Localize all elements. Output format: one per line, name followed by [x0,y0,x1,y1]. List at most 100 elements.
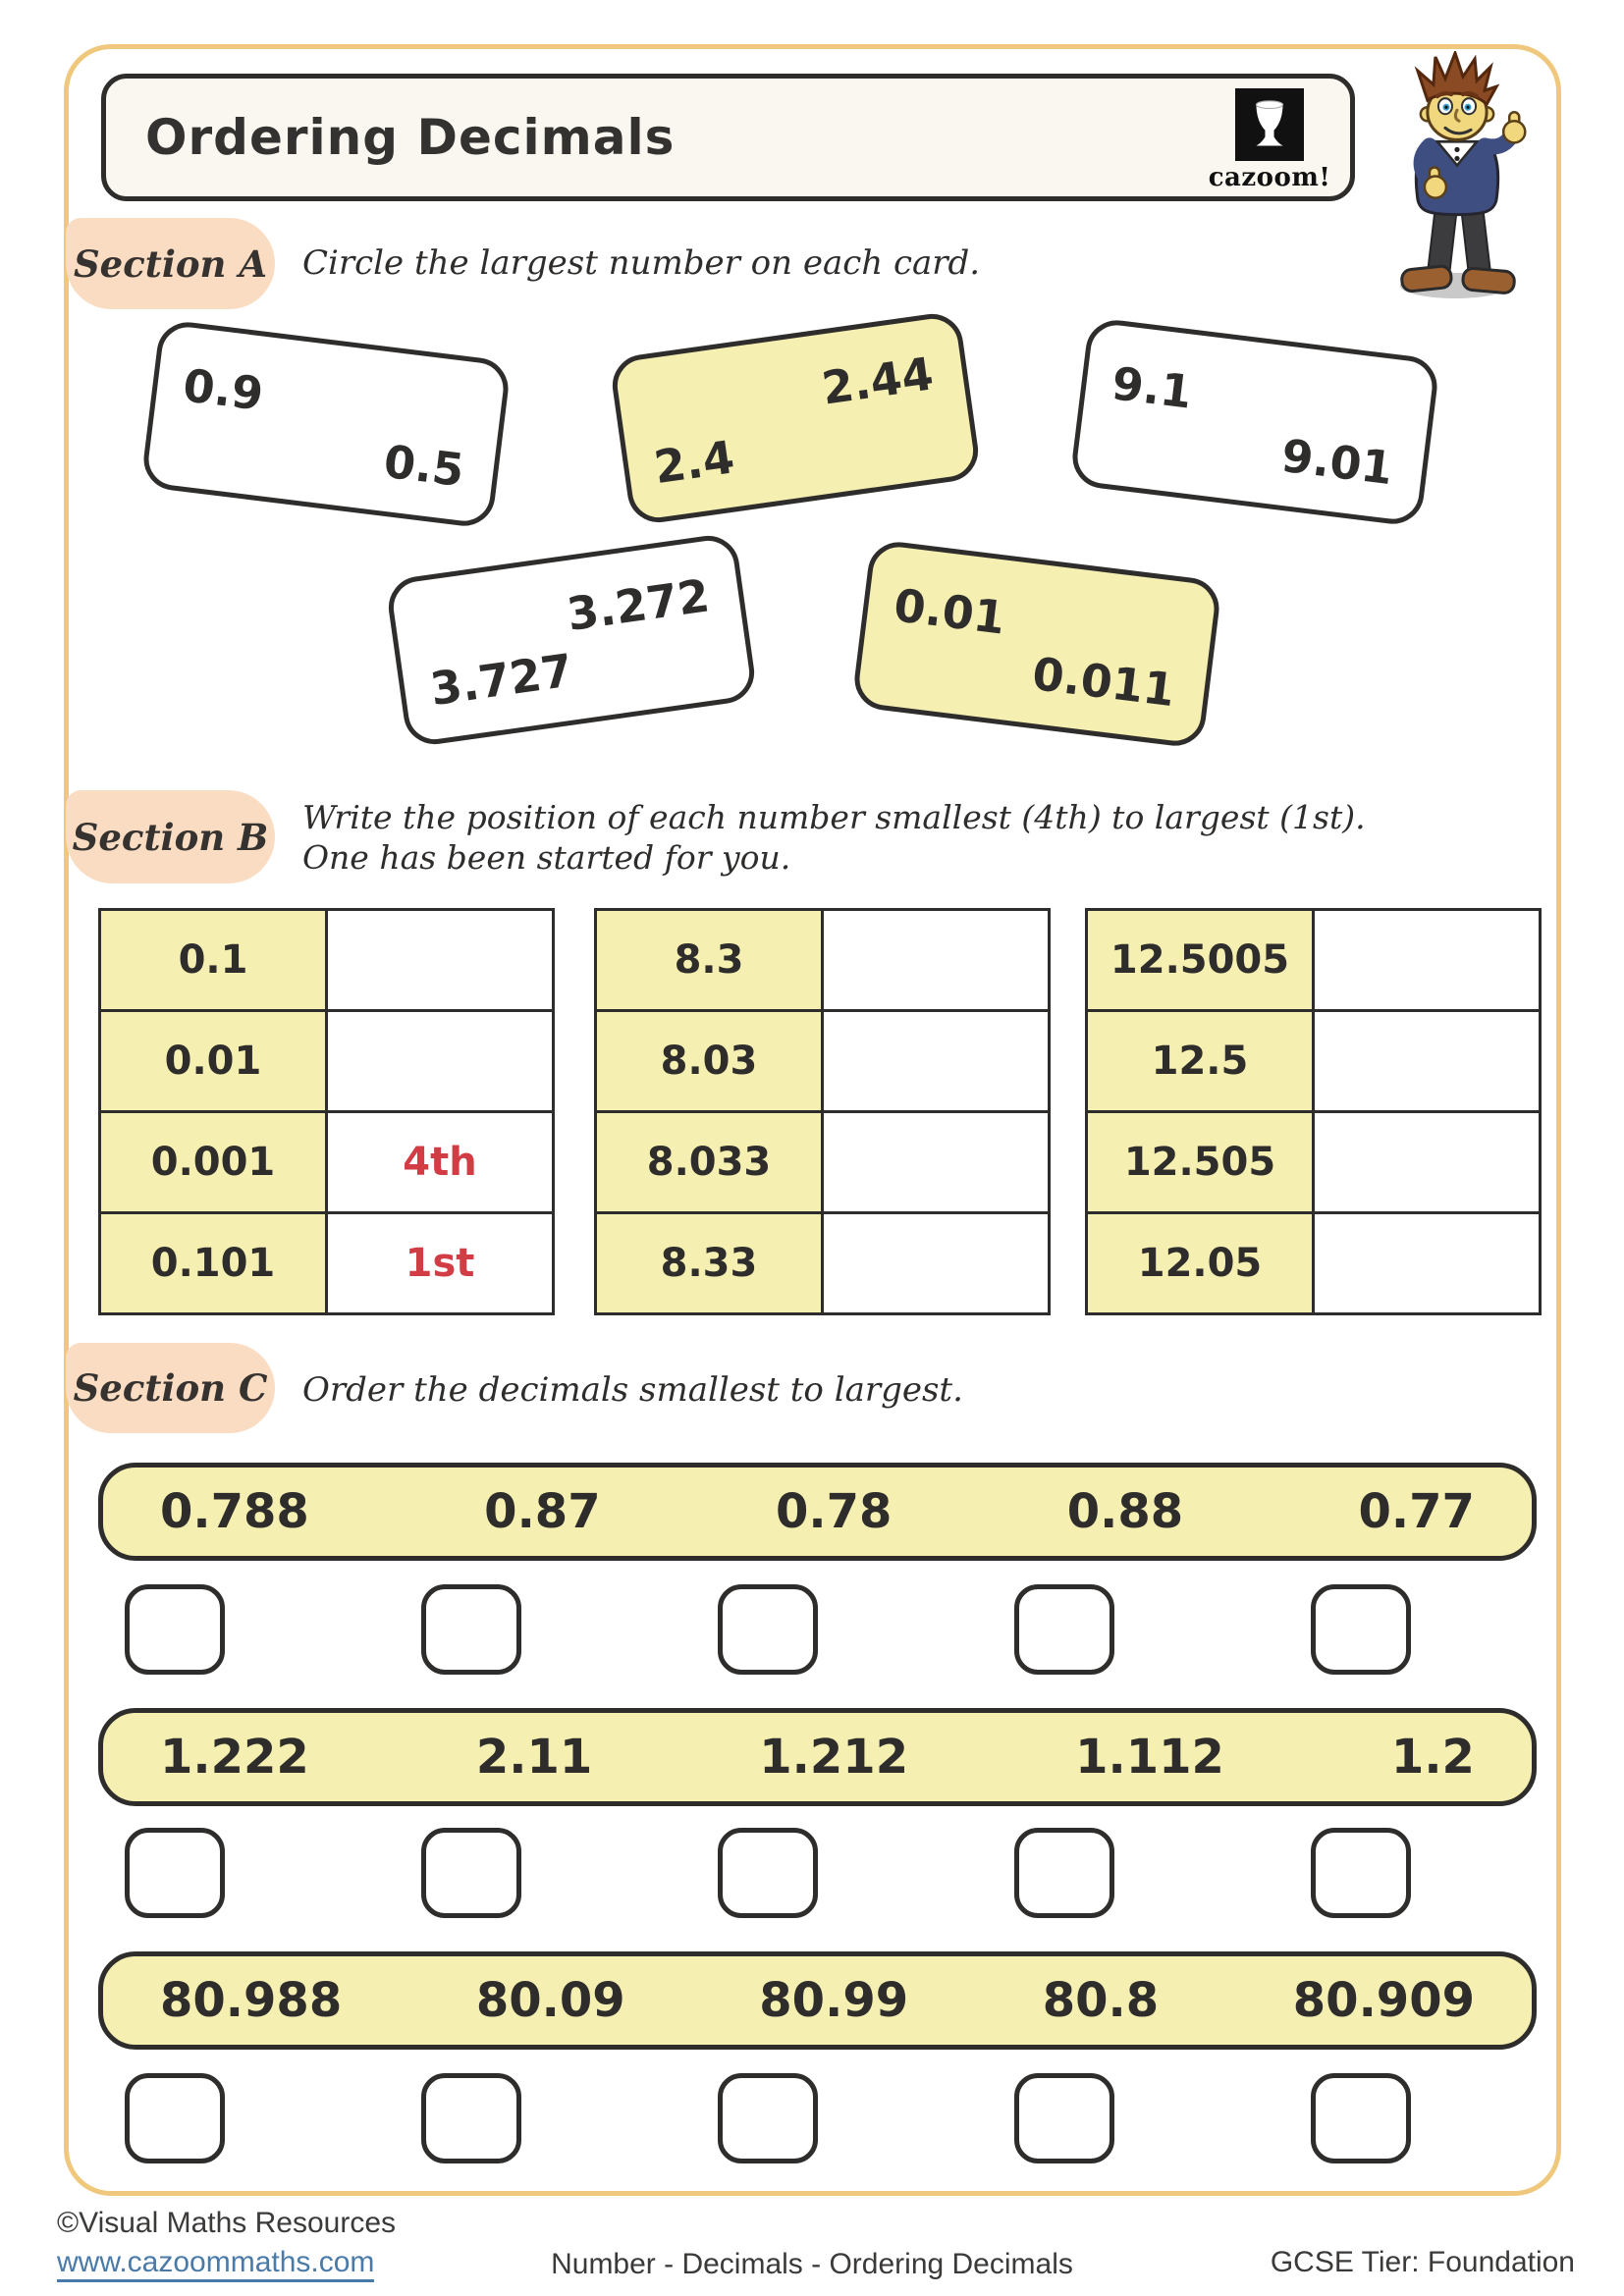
cazoom-logo-text: cazoom! [1208,163,1331,192]
strip-number: 0.77 [1358,1484,1475,1539]
table-number-cell: 8.033 [594,1110,824,1214]
decimal-strip: 0.788 0.87 0.78 0.88 0.77 [98,1463,1537,1561]
answer-box[interactable] [421,2073,521,2163]
copyright-text: ©Visual Maths Resources [57,2207,397,2239]
table-answer-cell[interactable] [1312,1211,1542,1315]
strip-number: 2.11 [475,1730,593,1785]
strip-number: 0.87 [484,1484,601,1539]
table-number-cell: 12.5005 [1085,908,1315,1012]
strip-number: 0.88 [1066,1484,1184,1539]
card-number[interactable]: 0.011 [1029,646,1178,718]
table-number-cell: 8.33 [594,1211,824,1315]
answer-box[interactable] [1311,1828,1411,1918]
card-number[interactable]: 9.01 [1278,428,1396,496]
table-answer-cell[interactable] [325,908,555,1012]
cazoom-goblet-icon [1235,88,1304,161]
ordering-table: 0.1 0.01 0.001 4th 0.101 1st [98,908,555,1315]
card-number[interactable]: 2.4 [650,430,738,495]
answer-box[interactable] [1311,2073,1411,2163]
strip-number: 0.78 [775,1484,893,1539]
table-row: 0.101 1st [98,1211,555,1315]
section-a-label: Section A [66,218,275,309]
answer-box[interactable] [421,1828,521,1918]
answer-box[interactable] [1014,1584,1114,1675]
table-answer-cell[interactable] [821,1211,1051,1315]
table-answer-cell[interactable] [325,1009,555,1113]
worksheet-breadcrumb: Number - Decimals - Ordering Decimals [551,2248,1073,2280]
ordering-table: 8.3 8.03 8.033 8.33 [594,908,1051,1315]
table-number-cell: 0.01 [98,1009,328,1113]
decimal-strip: 1.222 2.11 1.212 1.112 1.2 [98,1708,1537,1806]
table-number-cell: 0.101 [98,1211,328,1315]
title-box: Ordering Decimals [101,74,1355,201]
table-answer-cell[interactable] [821,908,1051,1012]
card-number[interactable]: 9.1 [1109,356,1195,419]
table-number-cell: 8.3 [594,908,824,1012]
strip-number: 1.2 [1390,1730,1475,1785]
table-number-cell: 12.05 [1085,1211,1315,1315]
strip-number: 80.909 [1292,1973,1475,2028]
cazoom-logo: cazoom! [1204,88,1335,192]
table-row: 8.03 [594,1009,1051,1113]
table-number-cell: 12.5 [1085,1009,1315,1113]
section-c-instruction: Order the decimals smallest to largest. [302,1370,963,1410]
ordering-table: 12.5005 12.5 12.505 12.05 [1085,908,1542,1315]
strip-number: 80.09 [475,1973,625,2028]
page-title: Ordering Decimals [145,109,676,166]
answer-box-row [125,1584,1411,1675]
card-number[interactable]: 3.727 [426,643,576,717]
section-a-instruction: Circle the largest number on each card. [302,243,981,283]
strip-number: 80.99 [759,1973,909,2028]
answer-box[interactable] [718,2073,818,2163]
table-answer-cell[interactable] [821,1009,1051,1113]
strip-number: 1.112 [1075,1730,1224,1785]
table-number-cell: 0.1 [98,908,328,1012]
table-answer-cell[interactable]: 1st [325,1211,555,1315]
card-number[interactable]: 0.5 [381,434,467,498]
strip-number: 80.8 [1042,1973,1160,2028]
page-border-frame [64,44,1561,2196]
table-answer-cell[interactable] [821,1110,1051,1214]
strip-number: 1.212 [759,1730,909,1785]
table-answer-cell[interactable] [1312,908,1542,1012]
table-answer-cell[interactable]: 4th [325,1110,555,1214]
card-number[interactable]: 3.272 [564,568,713,642]
gcse-tier-label: GCSE Tier: Foundation [1270,2246,1575,2278]
answer-box[interactable] [125,1584,225,1675]
answer-box[interactable] [125,1828,225,1918]
answer-box[interactable] [1014,1828,1114,1918]
section-b-instruction-line2: One has been started for you. [302,838,791,877]
section-c-label: Section C [66,1343,275,1433]
answer-box[interactable] [1311,1584,1411,1675]
answer-box[interactable] [421,1584,521,1675]
table-row: 8.33 [594,1211,1051,1315]
mascot-boy-illustration [1399,51,1527,298]
table-row: 0.1 [98,908,555,1012]
table-row: 12.05 [1085,1211,1542,1315]
decimal-strip: 80.988 80.09 80.99 80.8 80.909 [98,1951,1537,2050]
answer-box[interactable] [718,1828,818,1918]
card-number[interactable]: 0.9 [180,358,266,421]
section-b-instruction: Write the position of each number smalle… [302,797,1366,878]
table-row: 0.001 4th [98,1110,555,1214]
answer-box[interactable] [125,2073,225,2163]
cazoommaths-link[interactable]: www.cazoommaths.com [57,2246,375,2282]
table-answer-cell[interactable] [1312,1110,1542,1214]
answer-box[interactable] [1014,2073,1114,2163]
table-row: 12.5 [1085,1009,1542,1113]
strip-number: 80.988 [160,1973,343,2028]
section-b-label: Section B [66,790,275,883]
answer-box-row [125,1828,1411,1918]
answer-box[interactable] [718,1584,818,1675]
card-number[interactable]: 0.01 [891,578,1008,645]
answer-box-row [125,2073,1411,2163]
table-row: 8.033 [594,1110,1051,1214]
table-number-cell: 12.505 [1085,1110,1315,1214]
table-number-cell: 0.001 [98,1110,328,1214]
table-row: 12.5005 [1085,908,1542,1012]
card-number[interactable]: 2.44 [818,347,937,415]
table-number-cell: 8.03 [594,1009,824,1113]
table-answer-cell[interactable] [1312,1009,1542,1113]
section-b-instruction-line1: Write the position of each number smalle… [302,798,1366,836]
